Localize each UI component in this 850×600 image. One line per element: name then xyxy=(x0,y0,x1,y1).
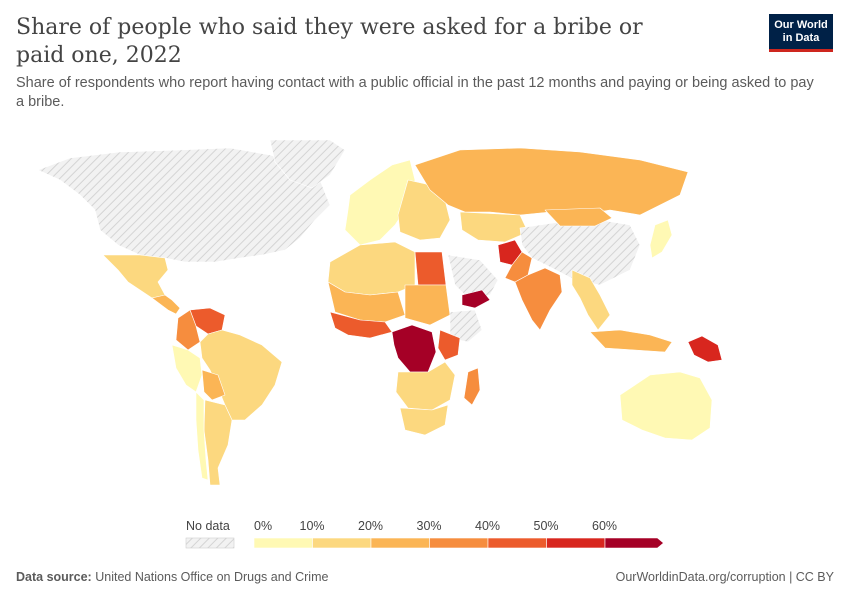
region-bolivia[interactable] xyxy=(201,369,226,401)
color-legend: No data 0% 10% 20% 30% 40% 50% 60% xyxy=(185,519,664,549)
legend-tick-label: 50% xyxy=(534,519,559,533)
region-papua-new-guinea[interactable] xyxy=(687,335,723,363)
region-mexico[interactable] xyxy=(102,254,169,299)
region-dr-congo[interactable] xyxy=(391,324,437,373)
legend-tick-label: 60% xyxy=(592,519,617,533)
region-arabian-peninsula[interactable] xyxy=(447,254,499,301)
legend-tick-label: 10% xyxy=(300,519,325,533)
legend-bin-swatch xyxy=(429,537,489,549)
logo-line-2: in Data xyxy=(782,32,820,44)
chart-subtitle: Share of respondents who report having c… xyxy=(16,75,814,110)
legend-tick-label: 40% xyxy=(475,519,500,533)
region-kenya[interactable] xyxy=(437,329,461,361)
data-source: Data source: United Nations Office on Dr… xyxy=(16,570,328,584)
legend-bin-swatch xyxy=(546,537,606,549)
legend-bin-swatch xyxy=(312,537,372,549)
world-map[interactable] xyxy=(0,140,850,500)
region-argentina[interactable] xyxy=(203,399,233,486)
region-india[interactable] xyxy=(514,267,563,331)
region-peru[interactable] xyxy=(171,344,203,393)
region-greenland[interactable] xyxy=(269,140,346,189)
chart-title: Share of people who said they were asked… xyxy=(16,15,643,68)
data-source-text: United Nations Office on Drugs and Crime xyxy=(95,570,329,584)
legend-tick-label: 20% xyxy=(358,519,383,533)
legend-bin-swatch xyxy=(253,537,313,549)
owid-logo[interactable]: Our World in Data xyxy=(769,14,833,52)
region-japan[interactable] xyxy=(649,219,673,259)
region-north-america[interactable] xyxy=(37,147,331,263)
region-central-america[interactable] xyxy=(151,294,181,315)
source-url-link[interactable]: OurWorldinData.org/corruption | CC BY xyxy=(615,570,834,584)
legend-bin-swatch xyxy=(370,537,430,549)
region-egypt[interactable] xyxy=(414,251,447,286)
region-indonesia[interactable] xyxy=(589,329,673,353)
region-kazakhstan[interactable] xyxy=(459,211,529,243)
region-southeast-asia[interactable] xyxy=(571,269,611,331)
legend-tick-label: 30% xyxy=(417,519,442,533)
region-mongolia[interactable] xyxy=(544,207,613,227)
legend-no-data-label: No data xyxy=(186,519,230,533)
region-west-africa[interactable] xyxy=(329,311,393,339)
legend-no-data-swatch xyxy=(185,537,235,549)
legend-bin-swatch xyxy=(604,537,664,549)
region-north-africa[interactable] xyxy=(327,241,416,296)
logo-line-1: Our World xyxy=(774,19,828,31)
data-source-label: Data source: xyxy=(16,570,92,584)
legend-tick-label: 0% xyxy=(254,519,272,533)
region-australia[interactable] xyxy=(619,371,713,441)
region-yemen[interactable] xyxy=(461,289,491,309)
region-sudan[interactable] xyxy=(404,284,451,326)
region-chile[interactable] xyxy=(195,391,209,481)
region-south-africa[interactable] xyxy=(399,404,449,436)
region-southern-africa[interactable] xyxy=(395,361,456,411)
region-ethiopia[interactable] xyxy=(449,309,483,343)
region-madagascar[interactable] xyxy=(463,367,481,406)
legend-bin-swatch xyxy=(487,537,547,549)
region-russia[interactable] xyxy=(414,147,689,216)
